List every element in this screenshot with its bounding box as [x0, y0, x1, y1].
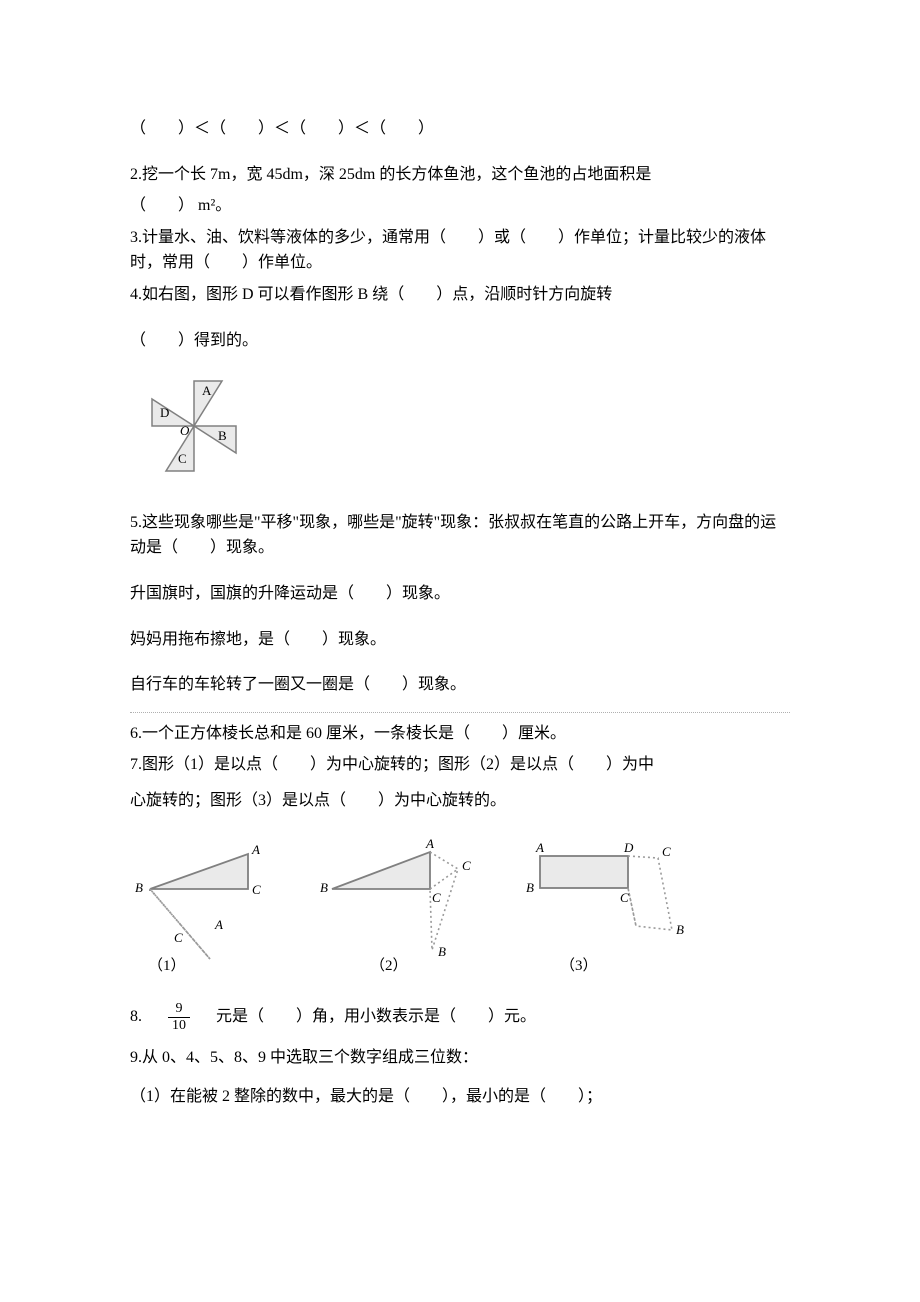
- q7-line1: 7.图形（1）是以点（ ）为中心旋转的；图形（2）是以点（ ）为中: [130, 752, 790, 778]
- q3-text: 3.计量水、油、饮料等液体的多少，通常用（ ）或（ ）作单位；计量比较少的液体时…: [130, 229, 766, 272]
- q9-text2: （1）在能被 2 整除的数中，最大的是（ ），最小的是（ ）；: [130, 1088, 602, 1105]
- q8-frac-num: 9: [168, 1002, 190, 1018]
- q2-text1: 2.挖一个长 7m，宽 45dm，深 25dm 的长方体鱼池，这个鱼池的占地面积…: [130, 166, 651, 183]
- q8-frac-den: 10: [168, 1018, 190, 1033]
- q7-f1-c: C: [252, 882, 261, 897]
- q7-fig2-svg: A B C C B （2）: [320, 834, 490, 974]
- q7-fig1-svg: A B C A C （1）: [130, 834, 290, 974]
- q4-line2: （ ）得到的。: [130, 328, 790, 354]
- q9-line1: 9.从 0、4、5、8、9 中选取三个数字组成三位数：: [130, 1045, 790, 1071]
- q5-text2: 升国旗时，国旗的升降运动是（ ）现象。: [130, 585, 450, 602]
- q7-f3-d: D: [623, 840, 634, 855]
- q5-text1: 5.这些现象哪些是"平移"现象，哪些是"旋转"现象：张叔叔在笔直的公路上开车，方…: [130, 514, 776, 557]
- q7-f3-c: C: [620, 890, 629, 905]
- q7-f2-c2: C: [462, 858, 471, 873]
- q7-f2-b: B: [320, 880, 328, 895]
- q7-f1-a: A: [251, 842, 260, 857]
- q7-f1-a2: A: [214, 917, 223, 932]
- page: （ ）＜（ ）＜（ ）＜（ ） 2.挖一个长 7m，宽 45dm，深 25dm …: [0, 0, 920, 1176]
- q7-text1: 7.图形（1）是以点（ ）为中心旋转的；图形（2）是以点（ ）为中: [130, 756, 654, 773]
- q7-f3-a: A: [535, 840, 544, 855]
- q4-label-c: C: [178, 451, 187, 466]
- q4-label-d: D: [160, 405, 169, 420]
- q7-line2: 心旋转的；图形（3）是以点（ ）为中心旋转的。: [130, 788, 790, 814]
- q6-line: 6.一个正方体棱长总和是 60 厘米，一条棱长是（ ）厘米。: [130, 721, 790, 747]
- q5-line4: 自行车的车轮转了一圈又一圈是（ ）现象。: [130, 672, 790, 698]
- q3-line: 3.计量水、油、饮料等液体的多少，通常用（ ）或（ ）作单位；计量比较少的液体时…: [130, 225, 790, 276]
- divider: [130, 712, 790, 713]
- q5-text3: 妈妈用拖布擦地，是（ ）现象。: [130, 631, 386, 648]
- q8-suffix: 元是（ ）角，用小数表示是（ ）元。: [200, 1008, 536, 1025]
- q9-text1: 9.从 0、4、5、8、9 中选取三个数字组成三位数：: [130, 1049, 478, 1066]
- q4-label-a: A: [202, 383, 212, 398]
- q5-line1: 5.这些现象哪些是"平移"现象，哪些是"旋转"现象：张叔叔在笔直的公路上开车，方…: [130, 510, 790, 561]
- q7-cap2: （2）: [370, 957, 408, 974]
- q4-text1: 4.如右图，图形 D 可以看作图形 B 绕（ ）点，沿顺时针方向旋转: [130, 286, 612, 303]
- q8-prefix: 8.: [130, 1008, 158, 1025]
- q2-text2: （ ） m²。: [130, 197, 231, 214]
- q5-line3: 妈妈用拖布擦地，是（ ）现象。: [130, 627, 790, 653]
- q1-text: （ ）＜（ ）＜（ ）＜（ ）: [130, 120, 434, 137]
- q4-text2: （ ）得到的。: [130, 332, 258, 349]
- q4-figure: D A B C O: [134, 371, 790, 490]
- q4-label-o: O: [180, 423, 190, 438]
- q7-cap1: （1）: [148, 957, 186, 974]
- q7-f1-b: B: [135, 880, 143, 895]
- q7-f1-c2: C: [174, 930, 183, 945]
- q8-line: 8. 9 10 元是（ ）角，用小数表示是（ ）元。: [130, 1002, 790, 1033]
- q4-label-b: B: [218, 428, 227, 443]
- q6-text: 6.一个正方体棱长总和是 60 厘米，一条棱长是（ ）厘米。: [130, 725, 566, 742]
- q7-f2-a: A: [425, 836, 434, 851]
- q7-f2-c: C: [432, 890, 441, 905]
- q9-line2: （1）在能被 2 整除的数中，最大的是（ ），最小的是（ ）；: [130, 1084, 790, 1110]
- q7-fig3-svg: A D B C C B （3）: [520, 834, 700, 974]
- q7-cap3: （3）: [560, 957, 598, 974]
- q7-text2: 心旋转的；图形（3）是以点（ ）为中心旋转的。: [130, 792, 506, 809]
- q7-f3-b: B: [526, 880, 534, 895]
- q7-f3-b2: B: [676, 922, 684, 937]
- q5-line2: 升国旗时，国旗的升降运动是（ ）现象。: [130, 581, 790, 607]
- q7-f2-b2: B: [438, 944, 446, 959]
- q7-f3-c2: C: [662, 844, 671, 859]
- q7-figures: A B C A C （1） A B C C B （2）: [130, 834, 790, 974]
- q5-text4: 自行车的车轮转了一圈又一圈是（ ）现象。: [130, 676, 466, 693]
- q2-line1: 2.挖一个长 7m，宽 45dm，深 25dm 的长方体鱼池，这个鱼池的占地面积…: [130, 162, 790, 188]
- q1-comparison-line: （ ）＜（ ）＜（ ）＜（ ）: [130, 116, 790, 142]
- q2-line2: （ ） m²。: [130, 193, 790, 219]
- q4-line1: 4.如右图，图形 D 可以看作图形 B 绕（ ）点，沿顺时针方向旋转: [130, 282, 790, 308]
- q8-fraction: 9 10: [168, 1002, 190, 1033]
- q4-windmill-svg: D A B C O: [134, 371, 254, 481]
